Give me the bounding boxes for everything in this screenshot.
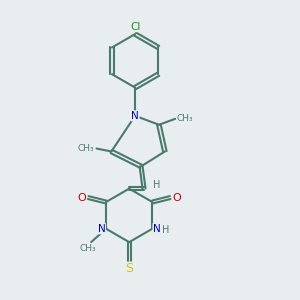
- Text: O: O: [172, 193, 181, 202]
- Text: CH₃: CH₃: [78, 144, 94, 153]
- Text: CH₃: CH₃: [80, 244, 97, 253]
- Text: N: N: [131, 111, 139, 121]
- Text: Cl: Cl: [130, 22, 140, 32]
- Text: H: H: [162, 225, 169, 235]
- Text: H: H: [153, 180, 160, 190]
- Text: N: N: [98, 224, 105, 234]
- Text: S: S: [125, 262, 133, 275]
- Text: N: N: [153, 224, 161, 234]
- Text: O: O: [77, 193, 86, 202]
- Text: CH₃: CH₃: [176, 114, 193, 123]
